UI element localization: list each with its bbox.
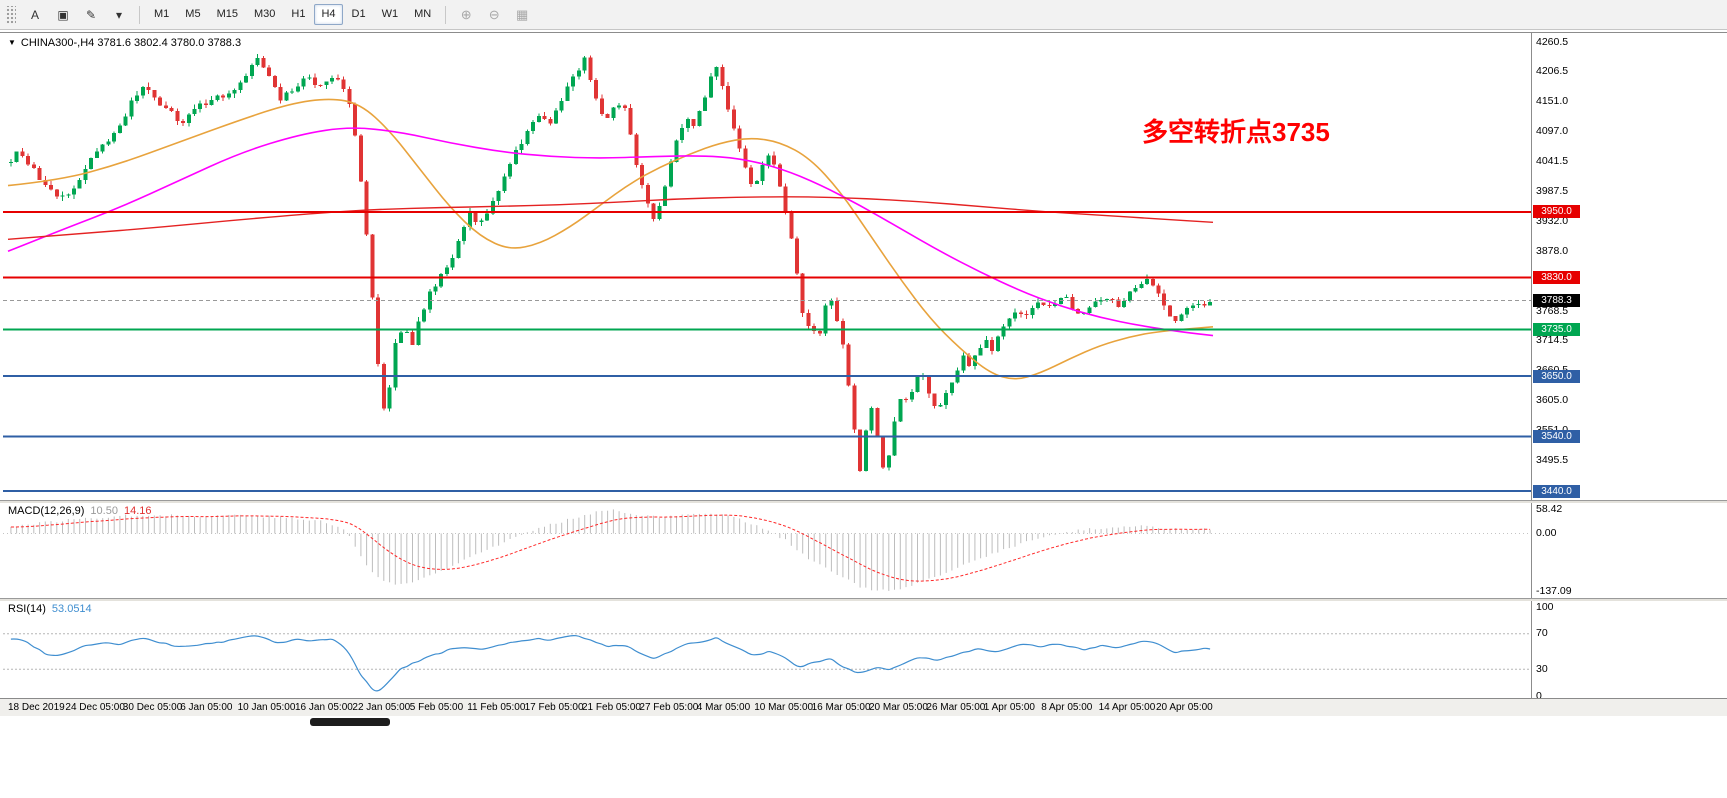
one-click-expander-icon[interactable]: ▼ bbox=[8, 38, 16, 47]
macd-signal-value: 14.16 bbox=[123, 505, 152, 517]
drawing-tool-button[interactable]: ✎ bbox=[85, 7, 97, 22]
time-axis-label: 17 Feb 05:00 bbox=[524, 702, 584, 713]
rsi-line bbox=[10, 634, 1211, 692]
macd-label: MACD(12,26,9) 10.50 14.16 bbox=[8, 505, 151, 517]
tools-toolbar: A ▣ ✎ ▾ bbox=[21, 0, 133, 29]
timeframe-button-h1[interactable]: H1 bbox=[291, 8, 306, 20]
main-toolbar: A ▣ ✎ ▾ M1 M5 M15 M30 H1 H4 D1 W1 MN ⊕ ⊖ ▦ bbox=[0, 0, 1727, 30]
timeframe-button-w1[interactable]: W1 bbox=[381, 8, 399, 20]
horizontal-line-objects[interactable] bbox=[3, 210, 1531, 492]
ma-mid-magenta bbox=[7, 127, 1214, 337]
time-axis-label: 16 Mar 05:00 bbox=[811, 702, 871, 713]
time-axis-label: 8 Apr 05:00 bbox=[1041, 702, 1093, 713]
time-axis-label: 20 Apr 05:00 bbox=[1156, 702, 1213, 713]
time-axis-label: 14 Apr 05:00 bbox=[1098, 702, 1156, 713]
horizontal-scrollbar[interactable] bbox=[0, 717, 1531, 727]
macd-main-value: 10.50 bbox=[90, 505, 118, 517]
pane-splitter-macd-rsi[interactable] bbox=[0, 598, 1727, 601]
time-axis-label: 10 Mar 05:00 bbox=[754, 702, 814, 713]
macd-signal-line bbox=[10, 514, 1211, 582]
chart-tools-toolbar: ⊕ ⊖ ▦ bbox=[452, 0, 536, 29]
timeframe-button-m30[interactable]: M30 bbox=[253, 8, 276, 20]
time-axis-label: 21 Feb 05:00 bbox=[582, 702, 641, 713]
moving-average-lines bbox=[7, 98, 1214, 380]
time-axis-label: 18 Dec 2019 bbox=[8, 702, 65, 713]
pane-splitter-main-macd[interactable] bbox=[0, 500, 1727, 503]
toolbar-separator bbox=[139, 5, 140, 24]
chart-title-bar: ▼ CHINA300-,H4 3781.6 3802.4 3780.0 3788.… bbox=[8, 37, 241, 49]
timeframe-button-m15[interactable]: M15 bbox=[216, 8, 238, 20]
timeframe-button-d1[interactable]: D1 bbox=[351, 8, 366, 20]
tile-windows-icon[interactable]: ▦ bbox=[516, 6, 529, 22]
text-tool-button[interactable]: A bbox=[30, 7, 39, 22]
timeframe-button-mn[interactable]: MN bbox=[414, 8, 432, 20]
ma-slow-red bbox=[7, 196, 1214, 240]
timeframe-toolbar: M1 M5 M15 M30 H1 H4 D1 W1 MN bbox=[146, 0, 439, 29]
chart-title: CHINA300-,H4 3781.6 3802.4 3780.0 3788.3 bbox=[20, 37, 242, 49]
timeframe-button-m5[interactable]: M5 bbox=[185, 8, 201, 20]
zoom-out-icon[interactable]: ⊖ bbox=[488, 6, 500, 22]
macd-name: MACD(12,26,9) bbox=[8, 505, 85, 517]
horizontal-scrollbar-thumb[interactable] bbox=[310, 718, 390, 726]
time-axis-label: 1 Apr 05:00 bbox=[983, 702, 1035, 713]
chart-annotation-text[interactable]: 多空转折点3735 bbox=[1142, 117, 1330, 147]
rsi-label: RSI(14) 53.0514 bbox=[8, 603, 92, 615]
time-axis-label: 22 Jan 05:00 bbox=[352, 702, 411, 713]
timeframe-button-m1[interactable]: M1 bbox=[154, 8, 170, 20]
toolbar-drag-handle[interactable] bbox=[5, 5, 16, 24]
time-axis-label: 24 Dec 05:00 bbox=[65, 702, 125, 713]
time-axis-label: 5 Feb 05:00 bbox=[409, 702, 464, 713]
time-axis[interactable]: 18 Dec 2019 24 Dec 05:00 30 Dec 05:00 6 Jan… bbox=[0, 698, 1727, 716]
rsi-name: RSI(14) bbox=[8, 603, 46, 615]
time-axis-label: 4 Mar 05:00 bbox=[696, 702, 751, 713]
ma-fast-orange bbox=[7, 98, 1214, 380]
time-axis-label: 27 Feb 05:00 bbox=[639, 702, 699, 713]
rsi-indicator bbox=[3, 633, 1531, 692]
time-axis-label: 20 Mar 05:00 bbox=[869, 702, 928, 713]
time-axis-label: 11 Feb 05:00 bbox=[467, 702, 526, 713]
rsi-value: 53.0514 bbox=[51, 603, 92, 615]
candlestick-series bbox=[8, 53, 1213, 472]
toolbar-separator bbox=[445, 5, 447, 24]
objects-tool-button[interactable]: ▣ bbox=[57, 7, 69, 22]
time-axis-label: 30 Dec 05:00 bbox=[122, 702, 183, 713]
time-axis-label: 26 Mar 05:00 bbox=[926, 702, 986, 713]
timeframe-button-h4[interactable]: H4 bbox=[314, 4, 343, 25]
time-axis-label: 10 Jan 05:00 bbox=[237, 702, 296, 713]
zoom-in-icon[interactable]: ⊕ bbox=[460, 6, 472, 22]
time-axis-label: 6 Jan 05:00 bbox=[180, 702, 233, 713]
time-axis-label: 16 Jan 05:00 bbox=[295, 702, 353, 713]
drawing-tool-dropdown-button[interactable]: ▾ bbox=[115, 7, 123, 22]
macd-indicator bbox=[3, 509, 1531, 591]
